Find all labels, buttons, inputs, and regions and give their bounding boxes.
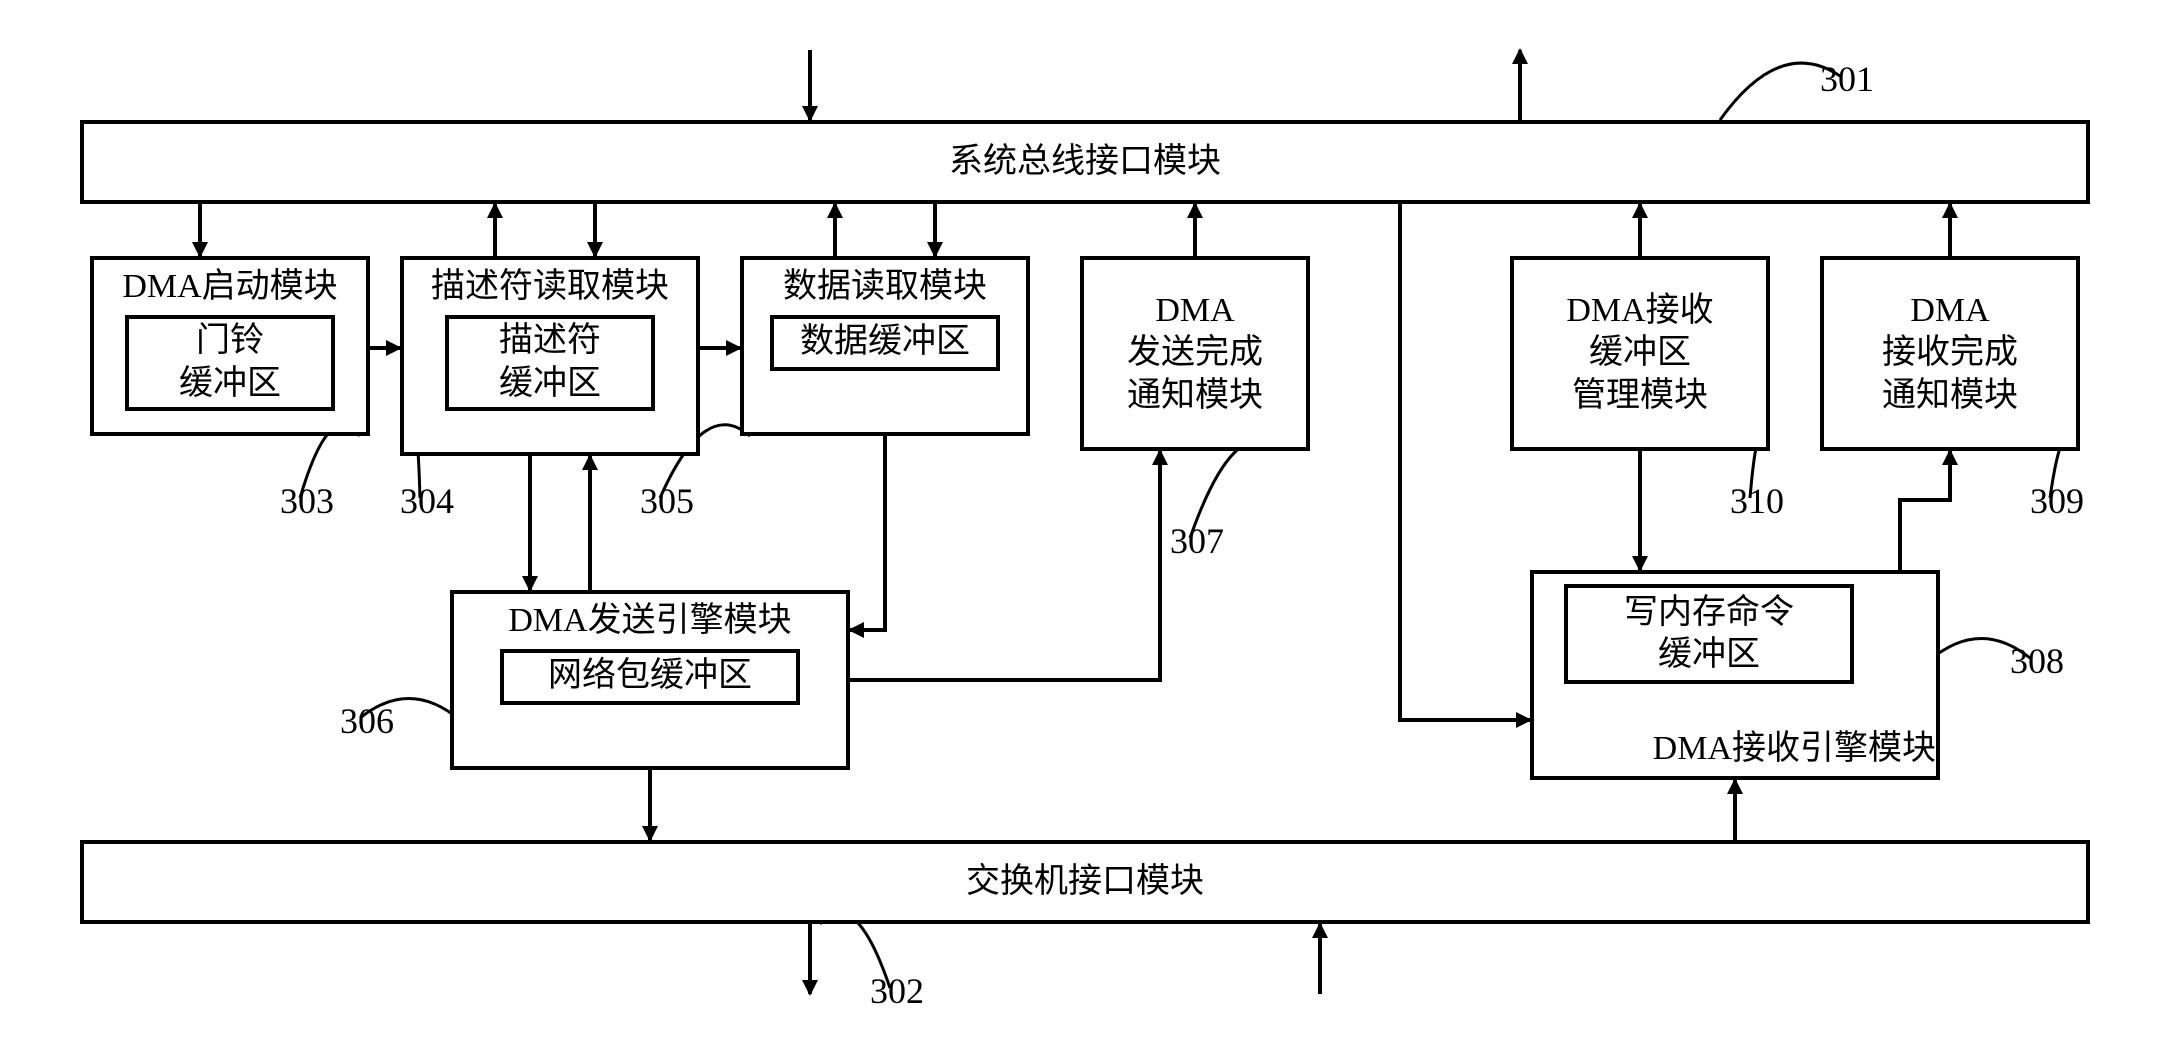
ref-label-305: 305 (640, 480, 694, 522)
ref-label-301: 301 (1820, 58, 1874, 100)
node-inner: 网络包缓冲区 (500, 649, 800, 705)
ref-label-308: 308 (2010, 640, 2064, 682)
ref-label-306: 306 (340, 700, 394, 742)
node-inner: 描述符缓冲区 (445, 315, 655, 411)
node-306: DMA发送引擎模块网络包缓冲区 (450, 590, 850, 770)
node-title: DMA接收缓冲区管理模块 (1508, 260, 1772, 447)
ref-label-303: 303 (280, 480, 334, 522)
node-title: 交换机接口模块 (78, 844, 2092, 920)
node-310: DMA接收缓冲区管理模块 (1510, 256, 1770, 451)
ref-label-302: 302 (870, 970, 924, 1012)
ref-label-309: 309 (2030, 480, 2084, 522)
ref-label-307: 307 (1170, 520, 1224, 562)
node-inner: 数据缓冲区 (770, 315, 1000, 371)
edge (850, 451, 1160, 680)
node-title: 系统总线接口模块 (78, 124, 2092, 200)
node-301: 系统总线接口模块 (80, 120, 2090, 204)
node-title: DMA启动模块 (94, 260, 366, 309)
node-305: 数据读取模块数据缓冲区 (740, 256, 1030, 436)
edge (1900, 451, 1950, 570)
node-title: DMA发送引擎模块 (454, 594, 846, 643)
node-304: 描述符读取模块描述符缓冲区 (400, 256, 700, 456)
node-303: DMA启动模块门铃缓冲区 (90, 256, 370, 436)
node-302: 交换机接口模块 (80, 840, 2090, 924)
node-title: DMA发送完成通知模块 (1078, 260, 1312, 447)
ref-label-304: 304 (400, 480, 454, 522)
diagram-canvas: 系统总线接口模块DMA启动模块门铃缓冲区描述符读取模块描述符缓冲区数据读取模块数… (20, 20, 2164, 1021)
node-title: 描述符读取模块 (404, 260, 696, 309)
node-309: DMA接收完成通知模块 (1820, 256, 2080, 451)
node-307: DMA发送完成通知模块 (1080, 256, 1310, 451)
node-title: DMA接收引擎模块 (1534, 722, 1946, 771)
node-title: DMA接收完成通知模块 (1818, 260, 2082, 447)
node-inner: 门铃缓冲区 (125, 315, 335, 411)
edge (850, 436, 885, 630)
node-title: 数据读取模块 (744, 260, 1026, 309)
ref-label-310: 310 (1730, 480, 1784, 522)
node-inner: 写内存命令缓冲区 (1564, 584, 1854, 684)
node-308: 写内存命令缓冲区DMA接收引擎模块 (1530, 570, 1940, 780)
